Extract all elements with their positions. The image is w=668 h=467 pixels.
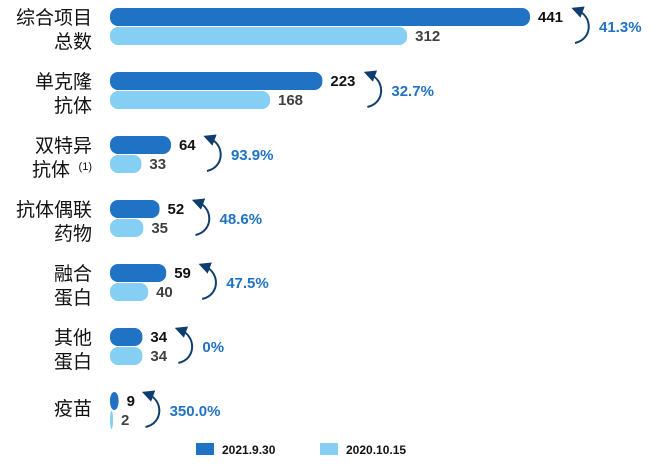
legend-swatch: [196, 443, 214, 455]
value-label-2020: 312: [415, 28, 440, 45]
bar-2021: [110, 392, 119, 410]
growth-labels: 41.3% 32.7% 93.9% 48.6% 47.5% 0% 350.0%: [170, 19, 642, 420]
category-label: 综合项目总数: [16, 7, 92, 53]
growth-arrow: [174, 326, 194, 364]
bar-2020: [110, 27, 408, 45]
bars: [110, 8, 530, 429]
growth-arrow: [141, 390, 161, 428]
legend-swatch: [320, 443, 338, 455]
value-label-2021: 441: [538, 9, 563, 26]
value-label-2020: 34: [150, 348, 167, 365]
category-label: 融合蛋白: [54, 263, 92, 309]
value-label-2020: 33: [149, 156, 166, 173]
growth-label: 350.0%: [170, 403, 221, 420]
bar-2021: [110, 8, 530, 26]
value-label-2021: 52: [168, 201, 185, 218]
bar-2020: [110, 411, 113, 429]
bar-2021: [110, 264, 167, 282]
value-label-2020: 35: [151, 220, 168, 237]
growth-arrow: [203, 134, 222, 172]
growth-arrow: [363, 70, 383, 108]
bar-2020: [110, 283, 149, 301]
growth-label: 93.9%: [231, 147, 274, 164]
growth-label: 32.7%: [391, 83, 434, 100]
category-label: 疫苗: [54, 398, 92, 420]
category-label: 抗体偶联药物: [16, 199, 92, 245]
growth-arrow: [198, 262, 217, 300]
bar-2020: [110, 219, 144, 237]
category-footnote: (1): [79, 161, 92, 173]
growth-label: 41.3%: [599, 19, 642, 36]
growth-arrows: [141, 6, 590, 428]
value-label-2020: 168: [278, 92, 303, 109]
legend-label: 2020.10.15: [346, 443, 406, 457]
legend: 2021.9.30 2020.10.15: [196, 443, 406, 457]
value-label-2020: 40: [156, 284, 173, 301]
bar-2021: [110, 328, 143, 346]
value-label-2020: 2: [121, 412, 129, 429]
category-label: 双特异抗体: [32, 135, 92, 181]
value-label-2021: 59: [174, 265, 191, 282]
bar-2021: [110, 72, 323, 90]
value-label-2021: 9: [127, 393, 135, 410]
growth-label: 47.5%: [226, 275, 269, 292]
growth-arrow: [571, 6, 590, 44]
growth-label: 48.6%: [220, 211, 263, 228]
bar-2020: [110, 155, 142, 173]
bar-2020: [110, 347, 143, 365]
value-label-2021: 223: [330, 73, 355, 90]
value-label-2021: 34: [150, 329, 167, 346]
category-label: 单克隆抗体: [35, 71, 92, 117]
bar-2021: [110, 200, 160, 218]
category-label: 其他蛋白: [54, 327, 92, 373]
growth-label: 0%: [202, 339, 224, 356]
legend-label: 2021.9.30: [222, 443, 276, 457]
growth-arrow: [191, 198, 211, 236]
bar-2021: [110, 136, 171, 154]
value-label-2021: 64: [179, 137, 196, 154]
bar-2020: [110, 91, 270, 109]
